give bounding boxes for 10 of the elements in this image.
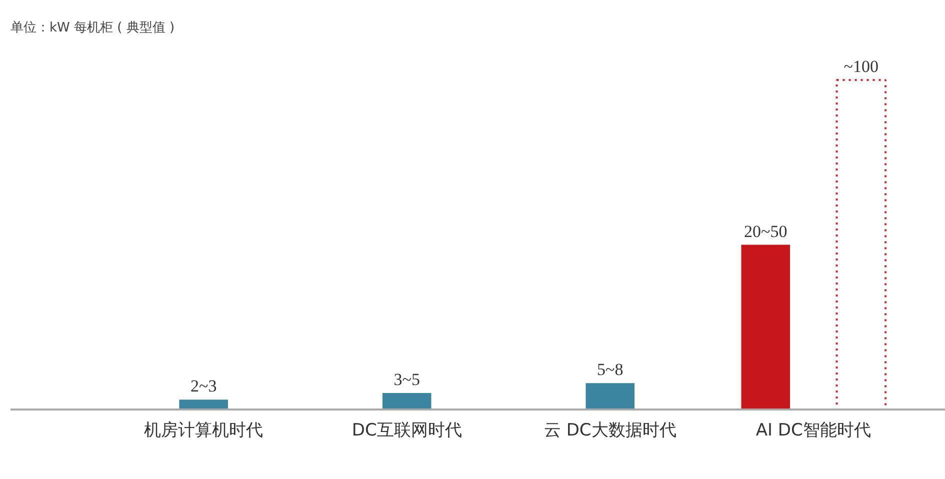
x-tick-label: 机房计算机时代	[144, 420, 264, 440]
data-label: 20~50	[744, 222, 788, 241]
data-label: ~100	[844, 57, 878, 76]
x-tick-label: DC互联网时代	[352, 420, 462, 440]
data-label: 3~5	[394, 370, 420, 390]
x-tick-label: 云 DC大数据时代	[544, 420, 676, 440]
data-label: 5~8	[597, 360, 624, 380]
x-tick-label: AI DC智能时代	[756, 420, 871, 440]
chart-title: 单位：kW 每机柜 ( 典型值 )	[10, 20, 175, 36]
data-label: 2~3	[190, 376, 217, 396]
